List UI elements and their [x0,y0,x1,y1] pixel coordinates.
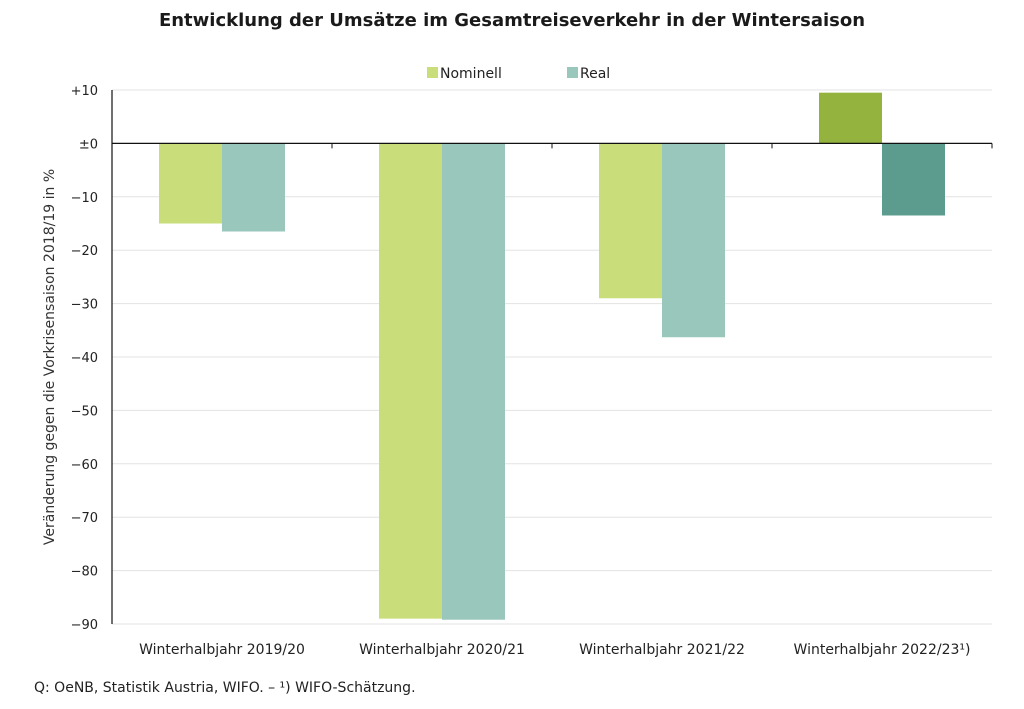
legend-swatch-nominell [427,67,438,78]
axes: +10 ±0 −10 −20 −30 −40 −50 −60 −70 −80 −90 Winterha… [71,84,993,658]
y-tick-label: −40 [71,351,98,366]
y-tick-label: −10 [71,191,98,206]
gridlines [112,89,992,625]
bar-real [882,143,945,216]
y-tick-label: −60 [71,458,98,473]
bar-real [222,143,285,232]
y-tick-label: −20 [71,244,98,259]
legend: Nominell Real [427,66,610,82]
bar-real [442,143,505,620]
y-tick-label: −70 [71,511,98,526]
y-tick-label: −30 [71,298,98,313]
x-category-label: Winterhalbjahr 2021/22 [579,642,745,658]
bar-nominell [819,92,882,144]
bars [159,92,945,620]
legend-label-real: Real [580,66,610,82]
legend-label-nominell: Nominell [440,66,502,82]
bar-nominell [159,143,222,224]
y-tick-label: +10 [71,84,98,99]
y-tick-label: −90 [71,618,98,633]
source-note: Q: OeNB, Statistik Austria, WIFO. – ¹) W… [34,680,416,696]
bar-nominell [379,143,442,619]
y-tick-label: −80 [71,565,98,580]
chart-title: Entwicklung der Umsätze im Gesamtreiseve… [158,10,866,31]
y-tick-label: −50 [71,404,98,419]
bar-real [662,143,725,338]
bar-nominell [599,143,662,299]
x-category-label: Winterhalbjahr 2019/20 [139,642,305,658]
x-category-label: Winterhalbjahr 2020/21 [359,642,525,658]
legend-swatch-real [567,67,578,78]
y-tick-label: ±0 [79,137,98,152]
x-category-label: Winterhalbjahr 2022/23¹) [794,642,971,658]
y-axis-title: Veränderung gegen die Vorkrisensaison 20… [42,169,58,545]
